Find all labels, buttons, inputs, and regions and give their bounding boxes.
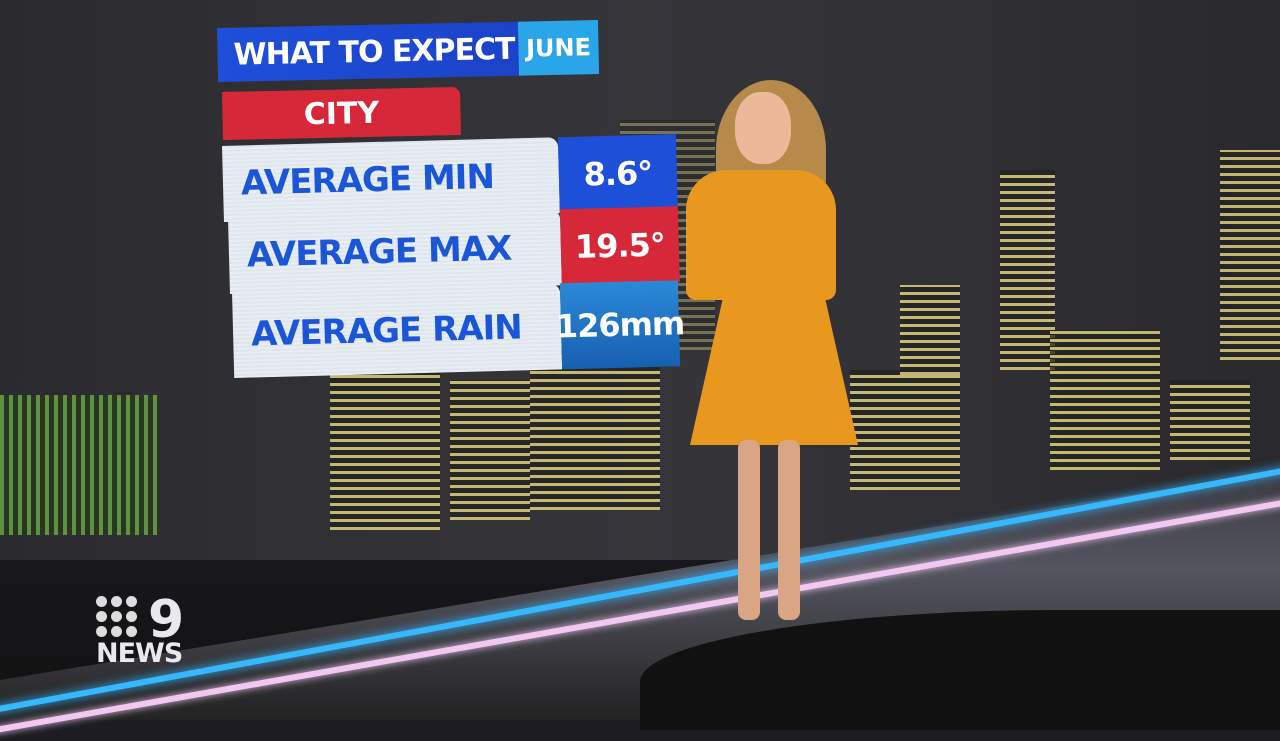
logo-dots-icon: [96, 596, 137, 637]
location-label: CITY: [222, 87, 461, 140]
graphic-header: WHAT TO EXPECT JUNE: [217, 20, 600, 82]
stat-row-max: AVERAGE MAX 19.5°: [228, 206, 680, 294]
stat-value: 19.5°: [559, 206, 680, 286]
stat-label: AVERAGE MAX: [228, 209, 562, 294]
month-badge: JUNE: [517, 20, 600, 76]
stat-label: AVERAGE RAIN: [232, 283, 563, 378]
stat-label: AVERAGE MIN: [222, 137, 560, 222]
stat-value: 126mm: [555, 280, 685, 370]
logo-number: 9: [148, 590, 185, 650]
studio-floor: [0, 459, 1280, 741]
stat-row-rain: AVERAGE RAIN 126mm: [232, 280, 685, 378]
logo-text: NEWS: [96, 638, 183, 669]
graphic-title: WHAT TO EXPECT: [233, 31, 515, 73]
stat-value: 8.6°: [557, 134, 678, 214]
